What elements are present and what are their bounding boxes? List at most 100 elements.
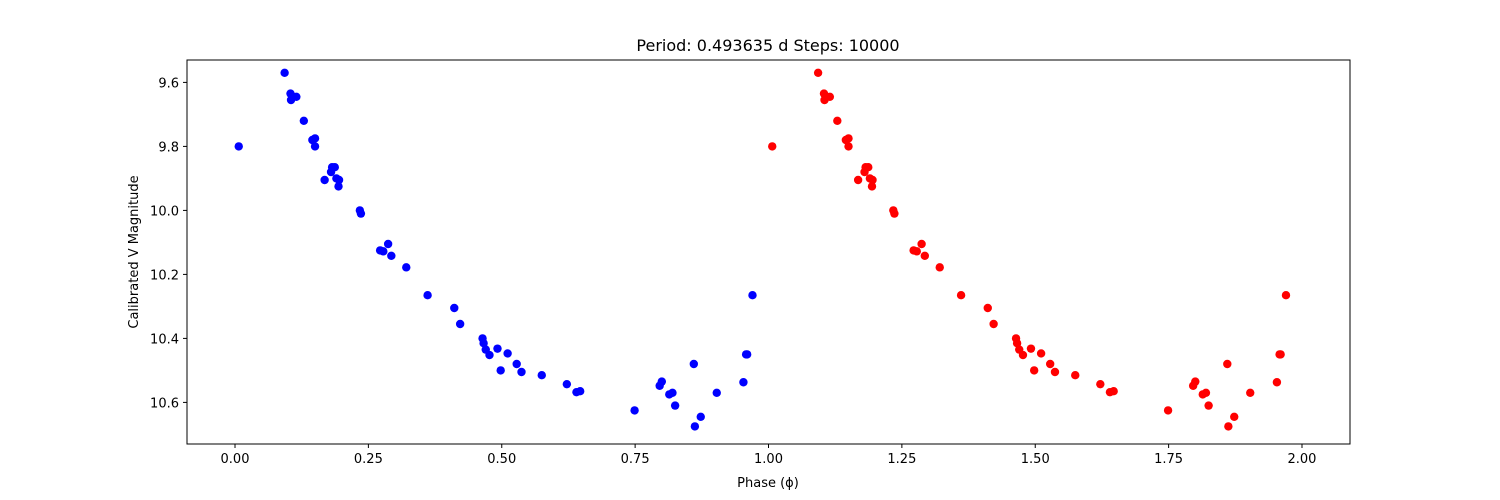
data-point-series-2 (912, 247, 922, 256)
data-point-series-1 (280, 68, 289, 78)
data-point-series-2 (1050, 367, 1060, 377)
data-point-series-2 (1045, 359, 1055, 369)
x-tick-label: 2.00 (1288, 452, 1317, 467)
data-point-series-1 (575, 387, 585, 396)
data-point-series-2 (844, 134, 853, 143)
data-point-series-2 (1071, 371, 1080, 380)
y-tick-label: 10.0 (150, 204, 179, 219)
data-point-series-2 (1281, 291, 1291, 300)
data-point-series-1 (320, 175, 329, 185)
data-point-series-1 (356, 209, 366, 218)
data-point-series-2 (825, 92, 835, 102)
data-point-series-1 (512, 359, 521, 369)
data-point-series-2 (1096, 379, 1105, 389)
data-point-series-1 (310, 134, 320, 143)
data-point-series-1 (450, 303, 459, 313)
data-point-series-2 (833, 116, 842, 126)
chart-title: Period: 0.493635 d Steps: 10000 (636, 36, 899, 55)
data-point-series-1 (689, 359, 699, 369)
data-point-series-2 (853, 175, 863, 185)
x-tick-label: 0.50 (487, 452, 516, 467)
data-point-series-1 (668, 388, 677, 397)
data-point-series-2 (935, 263, 944, 272)
y-axis-label: Calibrated V Magnitude (127, 175, 142, 328)
data-point-series-1 (630, 406, 639, 415)
data-point-series-1 (657, 377, 667, 386)
data-point-series-2 (1201, 388, 1211, 397)
y-tick-label: 9.6 (158, 76, 179, 91)
x-tick-label: 0.00 (221, 452, 250, 467)
data-point-series-1 (562, 379, 572, 389)
data-point-series-1 (479, 339, 488, 348)
data-point-series-1 (670, 401, 680, 410)
y-tick-label: 10.2 (150, 268, 179, 283)
data-point-series-2 (1109, 387, 1118, 396)
data-point-series-1 (387, 251, 396, 261)
data-point-series-1 (234, 142, 243, 151)
data-point-series-1 (299, 116, 309, 126)
data-point-series-2 (989, 319, 998, 329)
x-tick-label: 1.00 (754, 452, 783, 467)
data-point-series-2 (1163, 406, 1173, 415)
x-tick-label: 0.75 (621, 452, 650, 467)
data-point-series-2 (1012, 339, 1022, 348)
x-tick-label: 1.50 (1021, 452, 1050, 467)
data-point-series-1 (537, 371, 546, 380)
data-point-series-1 (739, 378, 748, 387)
data-point-series-1 (383, 239, 393, 249)
data-point-series-2 (1026, 344, 1036, 353)
data-point-series-2 (868, 175, 877, 185)
data-point-series-2 (956, 291, 966, 300)
data-point-series-2 (1230, 412, 1239, 421)
data-point-series-1 (517, 367, 526, 377)
data-point-series-1 (496, 366, 505, 375)
data-point-series-2 (1204, 401, 1213, 410)
data-point-series-1 (748, 291, 757, 300)
data-point-series-1 (379, 247, 388, 256)
plot-frame (186, 59, 1351, 445)
data-point-series-2 (1029, 366, 1039, 375)
data-point-series-1 (402, 263, 411, 272)
data-point-series-2 (890, 209, 899, 218)
data-point-series-2 (917, 239, 926, 249)
data-point-series-2 (983, 303, 992, 313)
data-point-series-2 (864, 163, 873, 172)
data-point-series-2 (867, 182, 877, 191)
data-point-series-1 (742, 350, 752, 359)
data-points (234, 68, 1291, 431)
x-tick-label: 1.25 (887, 452, 916, 467)
data-point-series-1 (423, 291, 432, 300)
data-point-series-2 (1223, 359, 1232, 369)
data-point-series-2 (844, 142, 853, 151)
data-point-series-1 (485, 350, 494, 360)
data-point-series-2 (920, 251, 930, 261)
y-tick-label: 9.8 (158, 140, 179, 155)
data-point-series-1 (334, 182, 343, 191)
data-point-series-1 (330, 163, 339, 172)
data-point-series-1 (493, 344, 502, 353)
data-point-series-2 (768, 142, 777, 151)
data-point-series-1 (455, 319, 465, 329)
x-tick-label: 0.25 (354, 452, 383, 467)
data-point-series-2 (1272, 378, 1282, 387)
data-point-series-2 (1036, 349, 1046, 358)
y-tick-label: 10.6 (150, 396, 179, 411)
x-axis: 0.00 0.25 0.50 0.75 1.00 1.25 1.50 1.75 2.00 (221, 444, 1317, 467)
data-point-series-1 (334, 175, 344, 185)
data-point-series-2 (1246, 388, 1255, 397)
data-point-series-1 (690, 422, 700, 431)
x-tick-label: 1.75 (1154, 452, 1183, 467)
data-point-series-2 (1191, 377, 1200, 386)
data-point-series-1 (696, 412, 705, 421)
data-point-series-2 (1018, 350, 1028, 360)
data-point-series-2 (1224, 422, 1233, 431)
data-point-series-1 (292, 92, 301, 102)
y-axis: 9.6 9.8 10.0 10.2 10.4 10.6 (150, 76, 187, 411)
data-point-series-1 (712, 388, 721, 397)
data-point-series-1 (310, 142, 320, 151)
data-point-series-2 (1276, 350, 1285, 359)
data-point-series-2 (813, 68, 823, 78)
data-point-series-1 (503, 349, 512, 358)
y-tick-label: 10.4 (150, 332, 179, 347)
